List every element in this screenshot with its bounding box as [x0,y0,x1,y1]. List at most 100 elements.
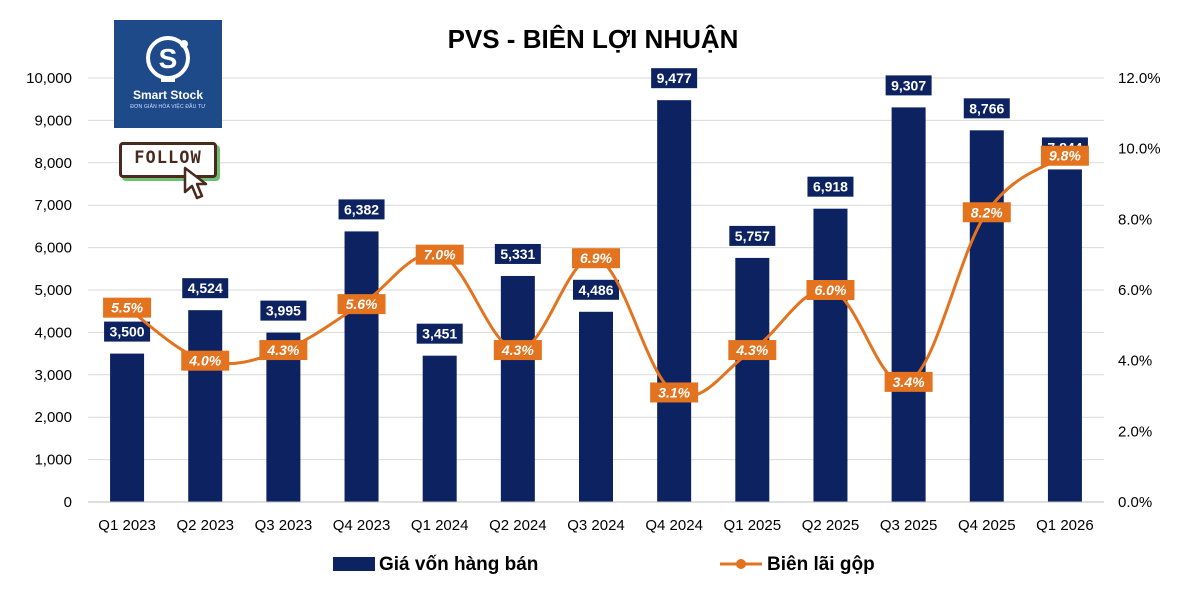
right-axis: 0.0% 2.0% 4.0% 6.0% 8.0% 10.0% 12.0% [1118,70,1161,511]
bar [188,310,223,502]
bar-data-label: 6,918 [813,179,848,195]
y-left-tick-label: 6,000 [34,240,72,257]
bar-label-box [729,225,776,246]
y-left-tick-label: 4,000 [34,324,72,341]
x-tick-label: Q4 2025 [958,517,1016,534]
line-label-box [181,350,230,371]
bar-data-label: 3,500 [110,324,145,340]
bar-data-label: 8,766 [969,100,1004,116]
line-data-label: 3.1% [658,384,690,400]
y-right-tick-label: 0.0% [1118,494,1152,511]
y-left-tick-label: 10,000 [26,70,72,87]
bar-data-label: 5,331 [500,246,535,262]
bar [422,355,457,502]
legend-line-label: Biên lãi gộp [767,554,875,575]
bar-data-labels: 3,500 4,524 3,995 6,382 3,451 5,331 4,486 9,477… [104,68,1088,344]
bar-label-box [651,68,698,89]
line-data-label: 5.5% [111,300,143,316]
bar [110,353,145,502]
bar-label-box [104,321,151,342]
line-data-label: 7.0% [424,247,456,263]
bar-label-box [494,243,541,264]
lightbulb-s-icon: S [146,36,190,82]
line-label-box [259,340,308,361]
bar-label-box [807,176,854,197]
legend: Giá vốn hàng bán Biên lãi gộp [333,554,875,575]
follow-button[interactable]: FOLLOW [117,138,217,202]
line-data-label: 4.0% [188,353,221,369]
bar-label-box [260,300,307,321]
bar-label-box [573,279,619,300]
x-tick-label: Q4 2024 [645,517,703,534]
follow-label: FOLLOW [134,148,202,168]
y-right-tick-label: 4.0% [1118,353,1152,370]
line-label-box [103,297,152,318]
bar-series [110,100,1082,502]
y-left-tick-label: 5,000 [34,282,72,299]
line-data-label: 6.9% [580,250,612,266]
line-data-label: 5.6% [346,296,378,312]
bar-data-label: 5,757 [735,228,770,244]
y-right-tick-label: 6.0% [1118,282,1152,299]
x-tick-label: Q3 2025 [880,517,938,534]
x-tick-label: Q1 2026 [1036,517,1094,534]
bar [891,107,926,502]
bar [969,130,1004,502]
left-axis: 0 1,000 2,000 3,000 4,000 5,000 6,000 7,000 8,00… [26,70,72,511]
bar-data-label: 4,524 [188,280,223,296]
bar-data-label: 6,382 [344,201,379,217]
line-data-label: 6.0% [815,282,847,298]
cursor-icon [183,166,208,200]
logo-tagline: ĐƠN GIẢN HÓA VIỆC ĐẦU TƯ [130,104,206,110]
line-label-box [493,340,542,361]
y-right-tick-label: 12.0% [1118,70,1161,87]
smart-stock-logo[interactable]: S Smart Stock ĐƠN GIẢN HÓA VIỆC ĐẦU TƯ [114,20,222,128]
y-left-tick-label: 3,000 [34,367,72,384]
y-right-tick-label: 8.0% [1118,211,1152,228]
x-axis: Q1 2023 Q2 2023 Q3 2023 Q4 2023 Q1 2024 Q2 20… [88,501,1104,534]
line-data-label: 4.3% [501,342,534,358]
bar [1047,169,1082,502]
logo-name: Smart Stock [132,88,204,102]
line-label-box [1040,145,1089,166]
line-data-label: 3.4% [893,374,925,390]
bar-label-box [416,323,463,344]
y-left-tick-label: 7,000 [34,197,72,214]
line-data-label: 4.3% [266,342,299,358]
line-label-box [415,244,464,265]
x-tick-label: Q2 2025 [802,517,860,534]
bar-data-label: 4,486 [578,282,613,298]
line-label-box [337,294,386,315]
bar-label-box [182,278,229,299]
bar [813,208,848,502]
line-label-box [962,202,1011,223]
y-left-tick-label: 1,000 [34,452,72,469]
line-data-labels: 5.5% 4.0% 4.3% 5.6% 7.0% 4.3% 6.9% 3.1% 4.3% 6.0%… [103,145,1089,403]
y-left-tick-label: 9,000 [34,112,72,129]
bar [735,257,770,502]
x-tick-label: Q1 2025 [724,517,782,534]
y-left-tick-label: 8,000 [34,155,72,172]
x-tick-label: Q4 2023 [333,517,391,534]
x-tick-label: Q3 2024 [567,517,625,534]
bar-data-label: 9,307 [891,77,926,93]
x-tick-label: Q2 2023 [176,517,234,534]
follow-button-frame: FOLLOW [119,142,217,178]
svg-text:S: S [159,43,178,74]
legend-bar-label: Giá vốn hàng bán [379,554,538,575]
legend-bar-swatch [333,557,375,571]
y-right-tick-label: 2.0% [1118,423,1152,440]
bar-label-box [885,75,932,96]
x-tick-label: Q3 2023 [255,517,313,534]
y-left-tick-label: 0 [64,494,72,511]
line-data-label: 4.3% [735,342,768,358]
line-label-box [884,371,933,392]
bar [344,231,379,502]
bar [657,100,692,502]
line-label-box [806,280,855,300]
bar [500,275,535,502]
line-data-label: 9.8% [1049,148,1081,164]
x-tick-label: Q1 2024 [411,517,469,534]
